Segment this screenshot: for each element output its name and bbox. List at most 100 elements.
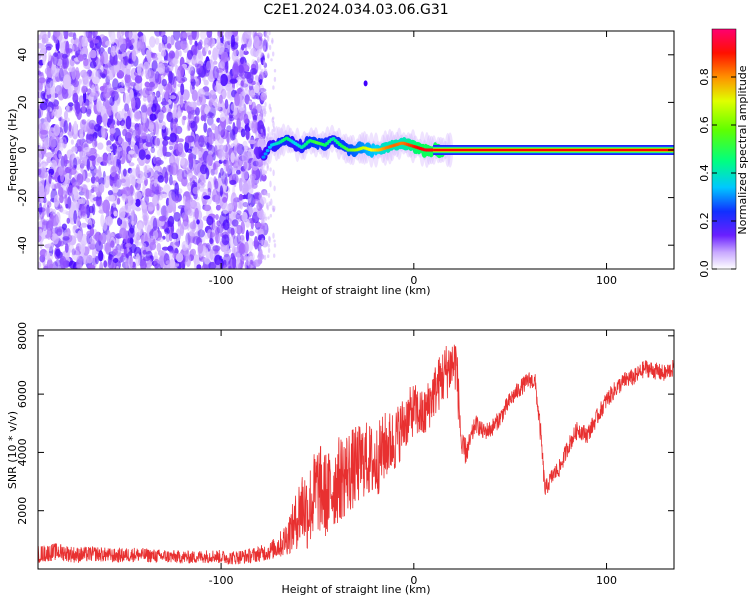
noise-speckle <box>53 52 58 58</box>
noise-speckle <box>73 120 78 135</box>
noise-speckle <box>269 180 272 188</box>
noise-speckle <box>66 159 74 169</box>
noise-speckle <box>42 121 50 131</box>
noise-speckle <box>178 50 182 57</box>
noise-speckle <box>166 204 174 214</box>
noise-speckle <box>183 250 191 257</box>
noise-speckle <box>72 181 81 187</box>
noise-speckle <box>86 122 92 135</box>
noise-speckle <box>268 44 272 51</box>
noise-speckle <box>228 31 233 36</box>
colorbar-ticks: 0.0 0.2 0.4 0.6 0.8 <box>698 68 736 278</box>
noise-speckle <box>197 229 206 238</box>
noise-speckle <box>158 254 165 268</box>
noise-speckle <box>82 71 87 79</box>
noise-speckle <box>142 256 151 262</box>
noise-speckle <box>120 149 126 158</box>
noise-speckle <box>125 194 134 207</box>
noise-speckle <box>139 172 148 181</box>
noise-speckle <box>153 138 159 147</box>
noise-speckle <box>38 77 46 84</box>
noise-speckle <box>154 37 160 45</box>
spectrogram-marks <box>38 31 674 269</box>
noise-speckle <box>38 161 41 168</box>
colorbar-label: Normalized spectral amplitude <box>736 65 749 234</box>
noise-speckle <box>161 121 166 130</box>
y-tick-label: 6000 <box>16 380 29 408</box>
noise-speckle <box>163 66 170 73</box>
noise-speckle <box>206 154 213 166</box>
snr-x-axis-label: Height of straight line (km) <box>281 583 430 596</box>
noise-speckle <box>91 31 98 37</box>
noise-speckle <box>125 243 132 248</box>
noise-speckle <box>222 264 230 269</box>
noise-speckle <box>272 169 275 177</box>
noise-speckle <box>86 69 93 77</box>
noise-speckle <box>233 246 239 258</box>
noise-speckle <box>230 192 237 207</box>
noise-speckle <box>168 194 176 209</box>
noise-speckle <box>107 46 112 55</box>
noise-speckle <box>253 84 260 94</box>
noise-speckle <box>52 233 59 245</box>
noise-speckle <box>38 70 42 75</box>
noise-speckle <box>242 201 249 208</box>
y-tick-label: -20 <box>16 189 29 207</box>
noise-speckle <box>138 160 145 166</box>
noise-speckle <box>110 240 115 248</box>
noise-speckle <box>241 150 249 164</box>
noise-speckle <box>148 202 156 211</box>
noise-speckle <box>85 188 90 200</box>
noise-speckle <box>112 78 119 91</box>
noise-speckle <box>72 186 78 195</box>
noise-speckle <box>199 174 205 186</box>
noise-speckle <box>63 110 69 120</box>
noise-speckle <box>84 73 90 84</box>
noise-speckle <box>96 100 103 113</box>
noise-speckle <box>86 108 92 115</box>
noise-speckle <box>206 31 213 38</box>
noise-speckle <box>245 255 251 266</box>
noise-speckle <box>137 63 142 76</box>
noise-speckle <box>204 256 211 265</box>
noise-speckle <box>103 175 111 189</box>
noise-speckle <box>103 63 109 71</box>
noise-speckle <box>273 239 276 243</box>
noise-speckle <box>265 242 268 246</box>
noise-speckle <box>38 72 43 77</box>
noise-speckle <box>180 93 184 108</box>
noise-speckle <box>47 31 51 39</box>
noise-speckle <box>98 165 102 179</box>
noise-speckle <box>40 90 46 100</box>
noise-speckle <box>56 228 63 237</box>
noise-speckle <box>38 182 43 187</box>
noise-speckle <box>258 40 263 50</box>
noise-speckle <box>68 260 76 269</box>
noise-speckle <box>203 122 208 133</box>
noise-speckle <box>196 219 200 225</box>
noise-speckle <box>199 39 203 47</box>
noise-speckle <box>157 175 164 183</box>
noise-speckle <box>256 115 262 121</box>
noise-speckle <box>273 253 276 258</box>
noise-speckle <box>113 258 119 263</box>
y-tick-label: 8000 <box>16 322 29 350</box>
noise-speckle <box>273 68 277 73</box>
noise-speckle <box>167 215 175 228</box>
noise-speckle <box>83 58 89 67</box>
noise-speckle <box>129 237 134 245</box>
noise-speckle <box>135 253 141 267</box>
noise-speckle <box>268 103 271 110</box>
noise-speckle <box>155 90 161 98</box>
noise-speckle <box>63 74 71 89</box>
spectrogram-panel: -100 0 100 -40 -20 0 20 40 Height of straight … <box>6 30 675 297</box>
x-tick-label: 0 <box>410 274 417 287</box>
noise-speckle <box>196 63 203 74</box>
noise-speckle <box>262 216 265 221</box>
noise-speckle <box>195 115 200 123</box>
noise-speckle <box>136 39 142 53</box>
noise-speckle <box>190 70 195 83</box>
noise-speckle <box>101 73 106 79</box>
noise-speckle <box>124 103 129 112</box>
noise-speckle <box>244 31 252 39</box>
